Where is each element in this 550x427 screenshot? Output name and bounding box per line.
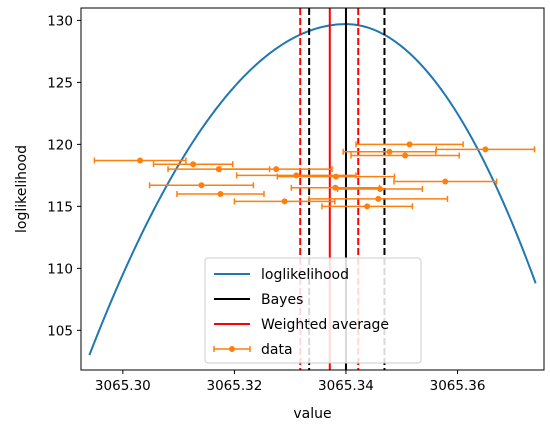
legend-swatch-marker-3 <box>229 346 235 352</box>
data-point-4 <box>217 190 224 197</box>
data-point-14 <box>402 152 409 159</box>
data-point-3 <box>198 182 205 189</box>
x-tick-label-3: 3065.36 <box>430 378 486 394</box>
y-tick-label-1: 110 <box>47 261 73 277</box>
loglikelihood-curve <box>88 23 537 356</box>
axes-frame <box>80 7 545 371</box>
x-tick-label-1: 3065.32 <box>206 378 262 394</box>
legend: loglikelihood Bayes Weighted average data <box>204 257 422 364</box>
axis-ticks: 3065.30 3065.32 3065.34 3065.36 105 110 115 120… <box>47 13 485 394</box>
data-point-5 <box>281 198 288 205</box>
data-point-16 <box>442 178 449 185</box>
data-point-1 <box>190 161 197 168</box>
legend-box <box>204 257 422 364</box>
x-axis-label: value <box>293 406 331 422</box>
legend-label-1: Bayes <box>261 292 303 308</box>
legend-label-3: data <box>261 342 293 358</box>
y-axis-label: loglikelihood <box>14 145 30 233</box>
y-tick-label-0: 105 <box>47 323 73 339</box>
data-point-12 <box>375 195 382 202</box>
data-point-7 <box>293 172 300 179</box>
plot-area <box>88 8 537 370</box>
y-tick-label-5: 130 <box>47 13 73 29</box>
data-point-15 <box>406 141 413 148</box>
data-point-13 <box>386 148 393 155</box>
x-tick-label-0: 3065.30 <box>95 378 151 394</box>
legend-label-2: Weighted average <box>261 317 389 333</box>
x-tick-label-2: 3065.34 <box>318 378 374 394</box>
y-tick-label-3: 120 <box>47 137 73 153</box>
data-point-8 <box>332 173 339 180</box>
data-point-6 <box>273 166 280 173</box>
y-tick-label-2: 115 <box>47 199 73 215</box>
data-point-11 <box>376 186 383 192</box>
data-point-0 <box>137 157 144 164</box>
legend-label-0: loglikelihood <box>261 267 349 283</box>
data-point-17 <box>482 146 489 153</box>
data-point-10 <box>364 203 371 210</box>
y-tick-label-4: 125 <box>47 75 73 91</box>
